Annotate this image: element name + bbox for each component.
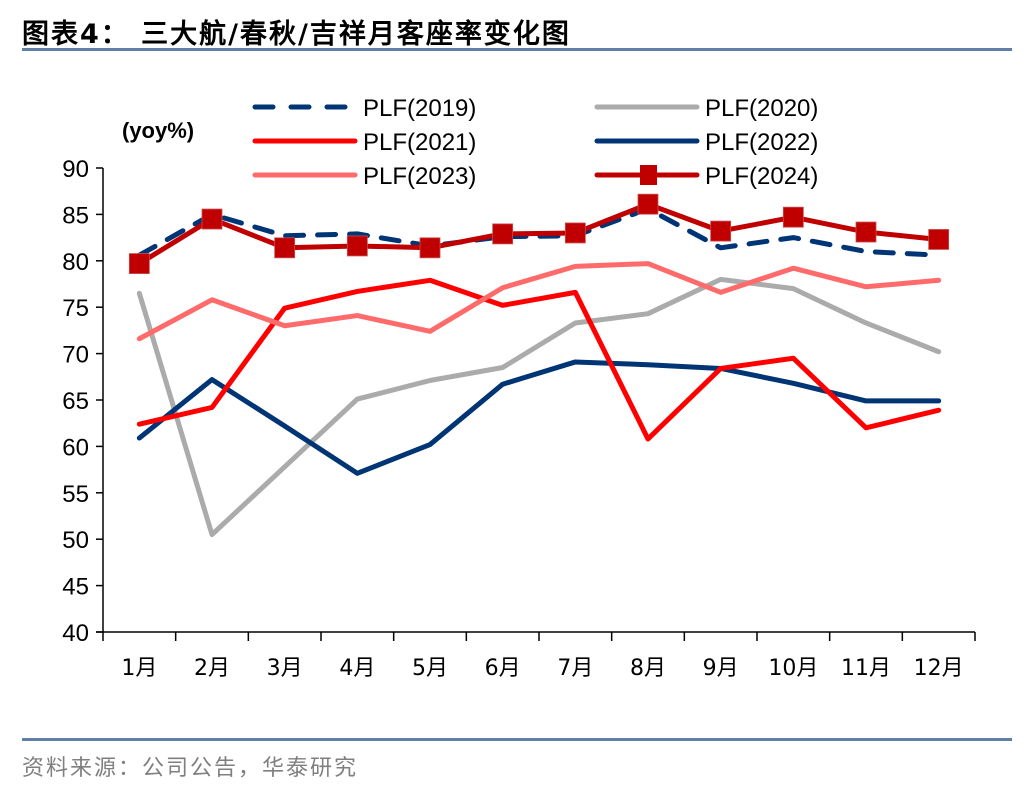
y-tick-label: 90 <box>62 156 89 183</box>
y-tick-label: 85 <box>62 202 89 229</box>
y-tick-label: 80 <box>62 249 89 276</box>
x-tick-label: 6月 <box>485 656 521 681</box>
data-point-marker <box>419 237 441 259</box>
series-line <box>136 277 942 442</box>
legend-marker <box>640 165 657 185</box>
legend-label: PLF(2022) <box>705 129 818 156</box>
series-2021 <box>136 277 942 442</box>
y-tick-label: 60 <box>62 434 89 461</box>
x-tick-label: 7月 <box>557 656 593 681</box>
legend-item: PLF(2024) <box>594 163 818 190</box>
series-line <box>136 261 942 342</box>
x-tick-label: 4月 <box>339 656 375 681</box>
x-tick-label: 11月 <box>841 656 891 681</box>
line-chart: (yoy%) 90 85 80 75 70 65 60 55 50 45 40 1月 2月 3月 4月 5月 6… <box>62 95 976 681</box>
series-lines <box>128 193 950 538</box>
data-point-marker <box>346 235 368 257</box>
data-point-marker <box>855 221 877 243</box>
title-divider <box>22 48 1012 51</box>
figure-title: 图表4： 三大航/春秋/吉祥月客座率变化图 <box>22 19 571 50</box>
data-point-marker <box>492 223 514 245</box>
y-tick-label: 70 <box>62 342 89 369</box>
series-2024 <box>128 193 950 274</box>
x-tick-label: 3月 <box>267 656 303 681</box>
series-line <box>136 201 942 267</box>
legend-item: PLF(2022) <box>594 129 818 156</box>
x-tick-label: 9月 <box>703 656 739 681</box>
series-line <box>136 359 942 476</box>
legend-label: PLF(2020) <box>705 95 818 122</box>
legend-item: PLF(2020) <box>594 95 818 122</box>
legend-item: PLF(2023) <box>252 163 476 190</box>
x-tick-label: 10月 <box>768 656 818 681</box>
legend-item: PLF(2021) <box>252 129 476 156</box>
series-2022 <box>136 359 942 476</box>
x-tick-label: 1月 <box>121 656 157 681</box>
series-2023 <box>136 261 942 342</box>
footer-divider <box>22 738 1012 741</box>
legend-label: PLF(2023) <box>363 163 476 190</box>
data-point-marker <box>782 206 804 228</box>
data-point-marker <box>201 208 223 230</box>
y-tick-label: 40 <box>62 620 89 647</box>
data-point-marker <box>928 229 950 250</box>
legend-label: PLF(2024) <box>705 163 818 190</box>
data-point-marker <box>637 193 659 215</box>
x-tick-label: 12月 <box>914 656 964 681</box>
series-2020 <box>136 276 942 538</box>
data-point-marker <box>274 237 296 259</box>
data-point-marker <box>710 220 732 242</box>
y-tick-label: 75 <box>62 295 89 322</box>
x-tick-label: 5月 <box>412 656 448 681</box>
axes: 90 85 80 75 70 65 60 55 50 45 40 1月 2月 3月 4月 5月 6月 7月 8月 9月… <box>62 156 976 681</box>
y-unit-label: (yoy%) <box>122 118 194 143</box>
y-tick-label: 55 <box>62 481 89 508</box>
data-point-marker <box>564 222 586 244</box>
x-tick-label: 2月 <box>194 656 230 681</box>
series-line <box>136 206 942 258</box>
series-line <box>136 276 942 538</box>
legend: PLF(2019) PLF(2020) PLF(2021) PLF(2022) PLF(… <box>252 95 818 190</box>
legend-label: PLF(2021) <box>363 129 476 156</box>
legend-item: PLF(2019) <box>252 95 476 122</box>
x-tick-label: 8月 <box>630 656 666 681</box>
y-tick-label: 50 <box>62 527 89 554</box>
legend-label: PLF(2019) <box>363 95 476 122</box>
source-note: 资料来源：公司公告，华泰研究 <box>22 756 359 781</box>
y-tick-label: 65 <box>62 388 89 415</box>
data-point-marker <box>128 253 150 274</box>
y-tick-label: 45 <box>62 574 89 601</box>
